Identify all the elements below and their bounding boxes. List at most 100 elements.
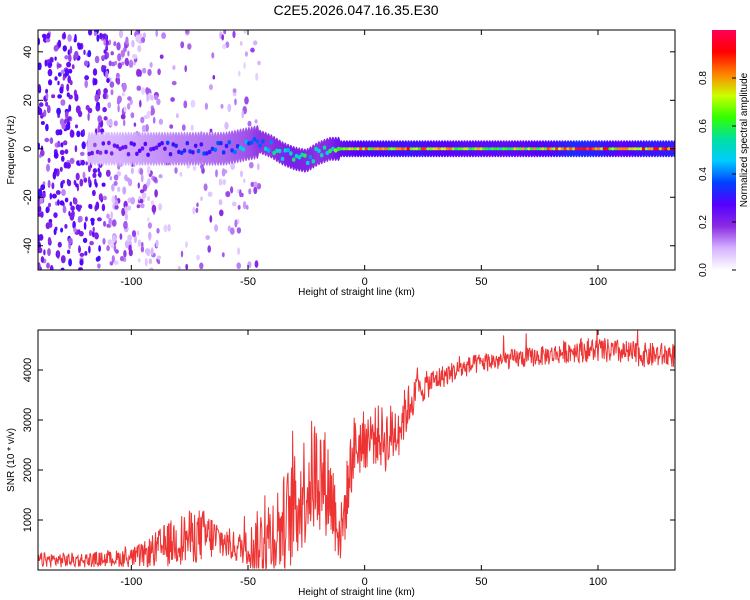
noise-cell	[102, 195, 108, 201]
noise-cell	[142, 32, 147, 39]
noise-cell	[51, 182, 55, 190]
noise-cell	[101, 64, 105, 73]
noise-cell	[141, 87, 146, 95]
noise-cell	[247, 120, 252, 127]
ridge-cell	[392, 147, 397, 151]
noise-cell	[139, 168, 144, 176]
ridge-cell	[650, 147, 654, 151]
noise-cell	[44, 59, 48, 67]
ridge-cell	[350, 147, 355, 151]
noise-cell	[39, 196, 44, 204]
ridge-cell	[476, 147, 481, 151]
noise-cell	[83, 60, 89, 67]
ridge-cell	[434, 147, 439, 151]
noise-cell	[238, 70, 241, 77]
ridge-cell	[177, 149, 181, 155]
ridge-cell	[636, 147, 640, 151]
ridge-cell	[431, 147, 436, 151]
ridge-cell	[275, 148, 279, 153]
ridge-cell	[266, 148, 271, 153]
noise-cell	[77, 216, 81, 223]
noise-cell	[207, 245, 211, 253]
noise-cell	[232, 201, 237, 207]
noise-cell	[109, 261, 114, 266]
ridge-cell	[182, 148, 187, 153]
noise-cell	[196, 254, 200, 261]
heatmap-cells	[38, 30, 675, 270]
noise-cell	[239, 41, 243, 46]
noise-cell	[236, 262, 241, 270]
noise-cell	[148, 258, 153, 265]
noise-cell	[122, 186, 127, 195]
noise-cell	[159, 54, 164, 59]
noise-cell	[248, 161, 254, 169]
noise-cell	[95, 256, 100, 262]
noise-cell	[38, 205, 42, 213]
ridge-cell	[272, 150, 276, 156]
noise-cell	[45, 38, 51, 43]
noise-cell	[40, 256, 45, 263]
noise-cell	[69, 80, 73, 86]
ridge-cell	[602, 147, 607, 151]
noise-cell	[124, 213, 128, 221]
noise-cell	[145, 248, 150, 255]
ridge-cell	[132, 142, 136, 147]
ridge-cell	[613, 147, 618, 151]
noise-cell	[82, 128, 85, 136]
noise-cell	[119, 30, 123, 39]
colorbar-tick-label: 0.6	[698, 119, 709, 133]
y-tick-label: 3000	[22, 408, 34, 432]
noise-cell	[150, 95, 154, 101]
ridge-cell	[370, 147, 374, 151]
noise-cell	[57, 94, 62, 99]
ridge-cell	[216, 140, 220, 146]
noise-cell	[104, 53, 108, 60]
ridge-cell	[599, 147, 604, 151]
ridge-cell	[529, 147, 534, 151]
noise-cell	[140, 246, 145, 253]
noise-cell	[56, 63, 62, 68]
ridge-cell	[423, 147, 428, 151]
noise-cell	[46, 105, 51, 114]
noise-cell	[54, 56, 57, 61]
ridge-cell	[286, 148, 290, 153]
ridge-cell	[283, 148, 288, 153]
ridge-cell	[655, 147, 660, 151]
noise-cell	[208, 84, 213, 91]
noise-cell	[94, 232, 99, 240]
noise-cell	[151, 204, 157, 213]
noise-cell	[74, 93, 79, 102]
noise-cell	[127, 234, 132, 242]
ridge-cell	[445, 147, 450, 151]
colorbar-tick-label: 0.2	[698, 215, 709, 229]
ridge-cell	[101, 141, 106, 146]
noise-cell	[136, 85, 142, 91]
ridge-cell	[373, 147, 377, 151]
noise-cell	[108, 118, 113, 128]
ridge-cell	[247, 141, 251, 146]
ridge-cell	[333, 148, 338, 153]
ridge-cell	[459, 147, 464, 151]
noise-cell	[146, 196, 151, 202]
ridge-cell	[241, 147, 246, 152]
noise-cell	[107, 102, 112, 109]
noise-cell	[125, 36, 129, 45]
noise-cell	[221, 34, 224, 41]
noise-cell	[48, 221, 53, 228]
ridge-cell	[611, 147, 615, 151]
noise-cell	[38, 234, 41, 242]
ridge-cell	[325, 150, 330, 156]
noise-cell	[146, 165, 151, 175]
ridge-cell	[619, 147, 624, 151]
noise-cell	[243, 62, 246, 69]
noise-cell	[124, 240, 129, 249]
noise-cell	[46, 163, 50, 172]
noise-cell	[61, 189, 66, 196]
noise-cell	[128, 59, 134, 68]
noise-cell	[158, 118, 164, 125]
noise-cell	[150, 247, 154, 256]
y-tick-label: -20	[22, 189, 34, 205]
noise-cell	[105, 45, 109, 52]
noise-cell	[92, 68, 98, 76]
ridge-cell	[591, 147, 596, 151]
